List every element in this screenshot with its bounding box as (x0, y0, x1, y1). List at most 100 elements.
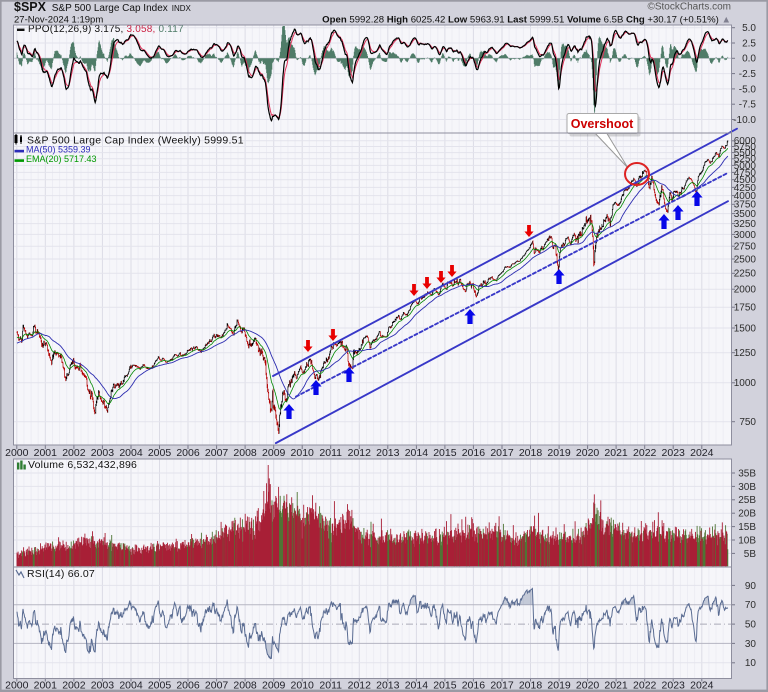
svg-text:PPO(12,26,9) 3.175, 3.058, 0.1: PPO(12,26,9) 3.175, 3.058, 0.117 (28, 24, 184, 35)
svg-text:-5.0: -5.0 (739, 84, 757, 95)
svg-text:-2.5: -2.5 (739, 69, 757, 80)
svg-text:30: 30 (745, 639, 757, 650)
svg-text:3000: 3000 (734, 230, 757, 241)
svg-text:2022: 2022 (633, 447, 657, 459)
svg-text:1250: 1250 (734, 348, 757, 359)
svg-text:2010: 2010 (291, 680, 315, 692)
svg-text:2005: 2005 (148, 447, 172, 459)
svg-text:2006: 2006 (176, 680, 200, 692)
svg-text:2024: 2024 (690, 447, 714, 459)
svg-text:1000: 1000 (734, 378, 757, 389)
svg-text:3250: 3250 (734, 219, 757, 230)
svg-text:2017: 2017 (490, 447, 514, 459)
svg-text:15B: 15B (738, 522, 756, 533)
svg-text:5750: 5750 (734, 142, 757, 153)
svg-text:2001: 2001 (34, 680, 58, 692)
svg-text:30B: 30B (738, 482, 756, 493)
svg-text:2004: 2004 (119, 447, 143, 459)
svg-text:2007: 2007 (205, 447, 229, 459)
svg-text:2005: 2005 (148, 680, 172, 692)
svg-text:90: 90 (745, 581, 757, 592)
svg-text:2018: 2018 (519, 680, 543, 692)
svg-text:2004: 2004 (119, 680, 143, 692)
svg-text:2014: 2014 (405, 680, 429, 692)
svg-text:-10.0: -10.0 (733, 115, 756, 126)
svg-text:2021: 2021 (604, 680, 628, 692)
svg-text:2009: 2009 (262, 680, 286, 692)
svg-text:3750: 3750 (734, 200, 757, 211)
svg-text:10B: 10B (738, 535, 756, 546)
svg-text:2014: 2014 (405, 447, 429, 459)
svg-text:2002: 2002 (62, 447, 86, 459)
svg-text:2001: 2001 (34, 447, 58, 459)
svg-text:2016: 2016 (462, 447, 486, 459)
svg-text:2016: 2016 (462, 680, 486, 692)
svg-text:4750: 4750 (734, 168, 757, 179)
svg-text:5500: 5500 (734, 148, 757, 159)
svg-text:2008: 2008 (233, 447, 257, 459)
svg-text:3500: 3500 (734, 209, 757, 220)
svg-text:Volume 6,532,432,896: Volume 6,532,432,896 (28, 459, 137, 471)
svg-text:2013: 2013 (376, 680, 400, 692)
svg-text:2.5: 2.5 (742, 38, 756, 49)
svg-text:27-Nov-2024 1:19pm: 27-Nov-2024 1:19pm (14, 15, 103, 26)
svg-text:2019: 2019 (547, 447, 571, 459)
svg-text:2018: 2018 (519, 447, 543, 459)
svg-text:2750: 2750 (734, 242, 757, 253)
svg-text:5250: 5250 (734, 154, 757, 165)
svg-text:5000: 5000 (734, 161, 757, 172)
svg-text:©StockCharts.com: ©StockCharts.com (647, 2, 731, 13)
svg-text:70: 70 (745, 600, 757, 611)
svg-text:2003: 2003 (91, 447, 115, 459)
svg-text:2013: 2013 (376, 447, 400, 459)
svg-text:2021: 2021 (604, 447, 628, 459)
svg-text:20B: 20B (738, 509, 756, 520)
svg-text:2011: 2011 (319, 680, 342, 692)
svg-text:2002: 2002 (62, 680, 86, 692)
svg-text:750: 750 (739, 417, 756, 428)
svg-text:2019: 2019 (547, 680, 571, 692)
svg-text:EMA(20) 5717.43: EMA(20) 5717.43 (26, 154, 97, 164)
svg-text:Open 5992.28 High 6025.42 Low: Open 5992.28 High 6025.42 Low 5963.91 La… (322, 15, 731, 26)
svg-text:2010: 2010 (291, 447, 315, 459)
svg-text:2009: 2009 (262, 447, 286, 459)
svg-text:50: 50 (745, 620, 757, 631)
svg-text:1500: 1500 (734, 323, 757, 334)
svg-text:0.0: 0.0 (742, 54, 756, 65)
svg-text:2000: 2000 (5, 680, 29, 692)
svg-text:2006: 2006 (176, 447, 200, 459)
svg-text:MA(50) 5359.39: MA(50) 5359.39 (26, 145, 91, 155)
svg-text:35B: 35B (738, 468, 756, 479)
svg-text:2023: 2023 (662, 680, 686, 692)
svg-text:2011: 2011 (319, 447, 342, 459)
svg-text:S&P 500 Large Cap Index (Weekl: S&P 500 Large Cap Index (Weekly) 5999.51 (27, 135, 244, 147)
svg-text:10: 10 (745, 658, 757, 669)
svg-text:2020: 2020 (576, 680, 600, 692)
svg-text:2012: 2012 (348, 447, 372, 459)
svg-text:25B: 25B (738, 495, 756, 506)
svg-text:4500: 4500 (734, 175, 757, 186)
svg-text:2015: 2015 (433, 680, 457, 692)
svg-text:4250: 4250 (734, 183, 757, 194)
svg-text:2022: 2022 (633, 680, 657, 692)
svg-text:2015: 2015 (433, 447, 457, 459)
svg-text:5.0: 5.0 (742, 23, 756, 34)
svg-text:2003: 2003 (91, 680, 115, 692)
svg-text:2017: 2017 (490, 680, 514, 692)
svg-text:2500: 2500 (734, 254, 757, 265)
svg-text:2020: 2020 (576, 447, 600, 459)
svg-text:1750: 1750 (734, 303, 757, 314)
svg-text:2250: 2250 (734, 269, 757, 280)
svg-text:2008: 2008 (233, 680, 257, 692)
svg-text:2000: 2000 (5, 447, 29, 459)
svg-text:Overshoot: Overshoot (571, 117, 634, 131)
svg-text:2007: 2007 (205, 680, 229, 692)
svg-text:RSI(14) 66.07: RSI(14) 66.07 (27, 568, 95, 580)
svg-text:6000: 6000 (734, 136, 757, 147)
svg-text:2012: 2012 (348, 680, 372, 692)
svg-text:2024: 2024 (690, 680, 714, 692)
svg-text:2000: 2000 (734, 285, 757, 296)
svg-text:-7.5: -7.5 (739, 100, 757, 111)
svg-text:2023: 2023 (662, 447, 686, 459)
